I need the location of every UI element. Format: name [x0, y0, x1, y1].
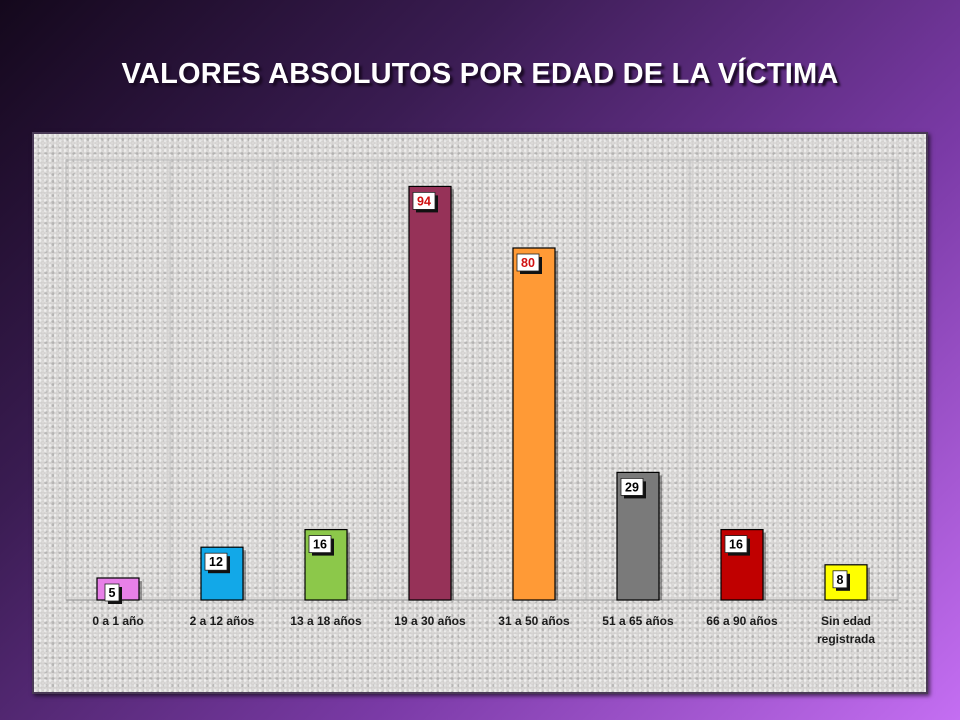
value-label-box	[104, 583, 120, 602]
value-label: 12	[209, 555, 223, 569]
category-label: 66 a 90 años	[706, 614, 778, 628]
value-label-box	[724, 535, 748, 553]
value-label: 5	[109, 586, 116, 600]
bar	[408, 185, 452, 601]
bar	[512, 247, 556, 601]
category-label: 2 a 12 años	[190, 614, 255, 628]
value-label-box	[204, 552, 228, 571]
x-axis-labels-layer: 0 a 1 año 2 a 12 años 13 a 18 años 19 a 30 …	[92, 614, 875, 646]
bars-layer	[96, 185, 870, 601]
category-label: Sin edad	[821, 614, 871, 628]
category-label: registrada	[817, 632, 875, 646]
value-label: 16	[729, 538, 743, 552]
value-label: 80	[521, 256, 535, 270]
grid-layer	[65, 159, 899, 601]
category-label: 31 a 50 años	[498, 614, 570, 628]
value-labels-layer: 5 12 16 94 80 29 16 8	[104, 191, 850, 604]
value-label-box	[516, 253, 540, 272]
value-label: 94	[417, 194, 431, 208]
category-label: 19 a 30 años	[394, 614, 466, 628]
category-label: 51 a 65 años	[602, 614, 674, 628]
value-label-box	[412, 191, 436, 210]
value-label-box	[620, 477, 644, 496]
value-label-box	[308, 535, 332, 553]
category-label: 0 a 1 año	[92, 614, 143, 628]
chart-title: VALORES ABSOLUTOS POR EDAD DE LA VÍCTIMA	[121, 58, 839, 90]
chart-panel	[32, 132, 928, 694]
value-label: 8	[837, 573, 844, 587]
value-label: 29	[625, 480, 639, 494]
category-label: 13 a 18 años	[290, 614, 362, 628]
value-label: 16	[313, 538, 327, 552]
value-label-box	[832, 570, 848, 589]
